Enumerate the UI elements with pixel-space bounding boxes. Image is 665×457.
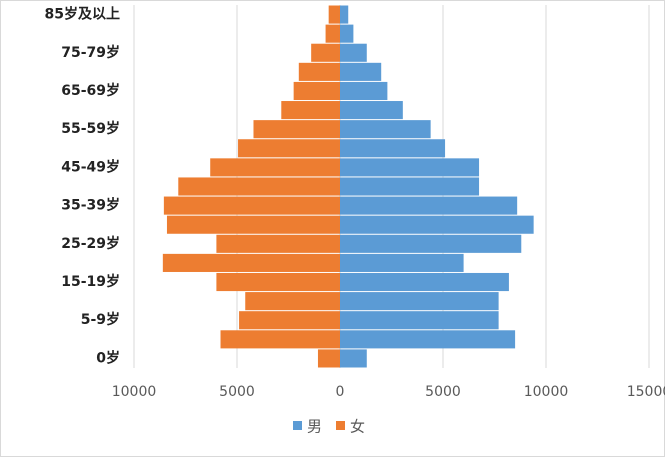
legend-swatch xyxy=(293,421,302,430)
bar xyxy=(328,5,340,24)
x-tick-label: 5000 xyxy=(219,384,255,400)
y-tick-label: 0岁 xyxy=(96,349,120,366)
bar xyxy=(317,349,340,368)
bar xyxy=(311,43,340,62)
bar xyxy=(162,253,340,272)
bar xyxy=(238,139,340,158)
y-tick-label: 35-39岁 xyxy=(61,197,120,214)
x-tick-label: 10000 xyxy=(112,384,157,400)
bar xyxy=(340,5,349,24)
legend-label: 男 xyxy=(307,418,322,436)
bar xyxy=(298,62,340,81)
x-tick-label: 10000 xyxy=(524,384,569,400)
bar xyxy=(340,330,516,349)
bar xyxy=(340,62,382,81)
bar xyxy=(220,330,340,349)
bar xyxy=(166,215,340,234)
x-tick-label: 5000 xyxy=(425,384,461,400)
y-tick-label: 5-9岁 xyxy=(81,311,120,328)
bar xyxy=(245,292,340,311)
y-tick-label: 65-69岁 xyxy=(61,82,120,99)
bar xyxy=(340,24,354,43)
y-tick-label: 85岁及以上 xyxy=(45,6,120,23)
y-tick-label: 45-49岁 xyxy=(61,158,120,175)
bar xyxy=(340,120,431,139)
bar xyxy=(340,272,509,292)
bar xyxy=(239,311,340,330)
bar xyxy=(210,158,340,177)
bar xyxy=(340,253,464,272)
bar xyxy=(340,234,522,253)
bar xyxy=(340,139,446,158)
legend-label: 女 xyxy=(350,418,365,436)
bar xyxy=(178,177,340,196)
bar xyxy=(293,81,340,101)
bar xyxy=(340,158,480,177)
bar xyxy=(216,272,340,292)
bar xyxy=(325,24,340,43)
bar xyxy=(340,196,518,215)
bar xyxy=(340,311,499,330)
bar xyxy=(340,43,367,62)
bar xyxy=(253,120,340,139)
legend-swatch xyxy=(336,421,345,430)
bar xyxy=(340,349,367,368)
bar xyxy=(163,196,340,215)
bar xyxy=(340,292,499,311)
bar xyxy=(216,234,340,253)
bar xyxy=(281,101,340,120)
x-tick-label: 0 xyxy=(336,384,345,400)
bar xyxy=(340,215,534,234)
y-tick-label: 15-19岁 xyxy=(61,273,120,290)
y-tick-label: 75-79岁 xyxy=(61,44,120,61)
bar xyxy=(340,101,403,120)
y-tick-label: 25-29岁 xyxy=(61,235,120,252)
bar xyxy=(340,81,388,101)
bar xyxy=(340,177,480,196)
y-tick-label: 55-59岁 xyxy=(61,120,120,137)
